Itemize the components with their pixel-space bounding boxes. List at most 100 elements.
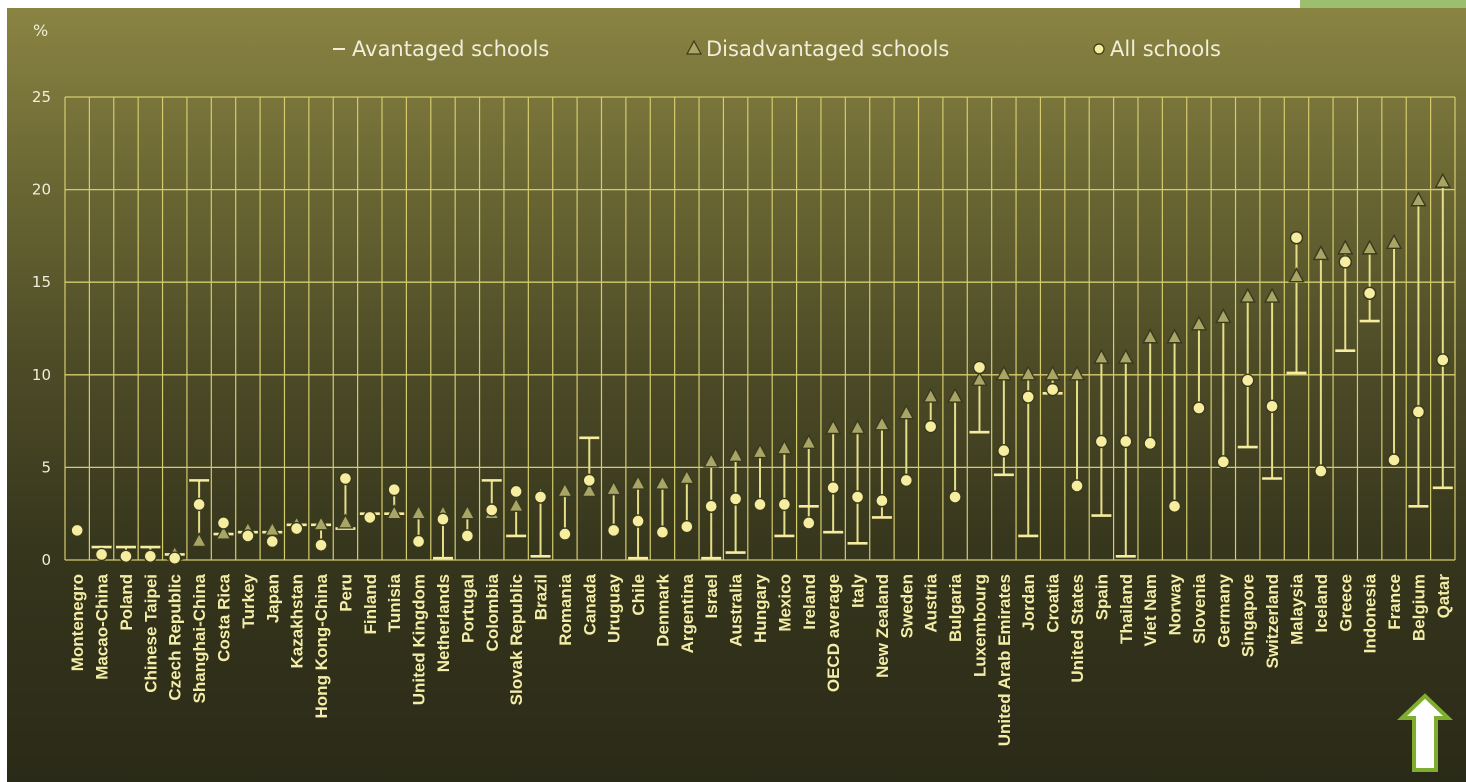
- all-schools-marker: [753, 497, 767, 512]
- disadvantaged-marker: [459, 504, 476, 520]
- category-label: Italy: [849, 573, 868, 608]
- category-label: Denmark: [653, 573, 672, 646]
- category-label: Costa Rica: [215, 573, 234, 661]
- all-schools-marker: [436, 512, 450, 526]
- category-label: Jordan: [1019, 574, 1038, 631]
- disadvantaged-marker: [776, 439, 793, 455]
- disadvantaged-marker: [971, 370, 988, 387]
- disadvantaged-marker: [190, 532, 208, 548]
- all-schools-marker: [1411, 405, 1426, 419]
- all-schools-marker: [997, 444, 1011, 458]
- all-schools-marker: [533, 490, 548, 504]
- disadvantaged-marker: [1385, 233, 1403, 250]
- legend-symbol-circle: [1093, 43, 1105, 55]
- all-schools-marker: [1362, 286, 1377, 301]
- all-schools-marker: [582, 473, 596, 488]
- category-label: Hong Kong-China: [312, 573, 331, 718]
- all-schools-marker: [1045, 382, 1060, 397]
- all-schools-marker: [387, 482, 401, 497]
- category-label: Viet Nam: [1141, 574, 1160, 646]
- disadvantaged-marker: [995, 365, 1013, 381]
- disadvantaged-marker: [1044, 365, 1061, 381]
- disadvantaged-marker: [1337, 239, 1354, 255]
- disadvantaged-marker: [410, 504, 427, 520]
- all-schools-marker: [1338, 255, 1352, 269]
- category-label: New Zealand: [873, 574, 892, 678]
- all-schools-marker: [411, 534, 426, 549]
- legend-item-disadvantaged: Disadvantaged schools: [706, 37, 949, 61]
- disadvantaged-marker: [386, 504, 403, 520]
- disadvantaged-marker: [264, 520, 281, 537]
- all-schools-marker: [1094, 434, 1109, 449]
- disadvantaged-marker: [824, 419, 842, 435]
- category-label: Bulgaria: [946, 573, 965, 642]
- category-label: Norway: [1166, 573, 1185, 635]
- disadvantaged-marker: [1117, 348, 1134, 364]
- category-label: Macao-China: [93, 573, 112, 679]
- disadvantaged-marker: [507, 496, 525, 512]
- category-label: Hungary: [751, 573, 770, 643]
- legend-item-avantaged: Avantaged schools: [352, 37, 549, 61]
- all-schools-marker: [606, 523, 621, 538]
- category-label: Finland: [361, 574, 380, 634]
- disadvantaged-marker: [556, 481, 574, 498]
- disadvantaged-marker: [1020, 365, 1037, 381]
- y-tick-label: 15: [32, 273, 51, 291]
- all-schools-marker: [1119, 434, 1133, 449]
- disadvantaged-marker: [1093, 348, 1110, 364]
- all-schools-marker: [558, 527, 572, 541]
- all-schools-marker: [168, 551, 182, 565]
- all-schools-marker: [1143, 436, 1157, 451]
- grid-layer: [64, 96, 1456, 561]
- all-schools-marker: [485, 503, 499, 517]
- all-schools-marker: [875, 494, 889, 508]
- all-schools-marker: [972, 360, 987, 375]
- disadvantaged-marker: [873, 415, 891, 431]
- all-schools-marker: [1289, 231, 1304, 245]
- category-label: Austria: [922, 573, 941, 632]
- slide-accent-bar: [1300, 0, 1466, 8]
- disadvantaged-marker: [1312, 244, 1330, 261]
- disadvantaged-marker: [629, 474, 647, 490]
- category-label: Romania: [556, 573, 575, 645]
- all-schools-marker: [460, 529, 475, 543]
- category-label: Luxembourg: [970, 574, 989, 677]
- category-label: Mexico: [775, 574, 794, 632]
- chart-area: % 0 5 10 15 20 25 Montenegro Macao-China Poland C…: [32, 21, 1456, 772]
- all-schools-marker: [265, 534, 279, 549]
- disadvantaged-marker: [727, 446, 744, 462]
- category-label: Brazil: [532, 574, 551, 620]
- category-label: Netherlands: [434, 574, 453, 672]
- disadvantaged-marker: [1215, 307, 1232, 324]
- all-schools-marker: [777, 497, 792, 512]
- category-label: Belgium: [1409, 574, 1428, 641]
- all-schools-marker: [289, 521, 304, 536]
- disadvantaged-marker: [1190, 315, 1208, 331]
- all-schools-marker: [1436, 353, 1450, 367]
- y-axis-unit-label: %: [33, 21, 48, 40]
- category-label: Sweden: [897, 574, 916, 638]
- category-label: Portugal: [458, 574, 477, 643]
- disadvantaged-marker: [215, 524, 232, 540]
- category-label: United States: [1068, 574, 1087, 683]
- disadvantaged-marker: [1434, 172, 1451, 188]
- category-label: Spain: [1092, 574, 1111, 620]
- all-schools-marker: [1387, 453, 1401, 467]
- all-schools-marker: [143, 549, 158, 563]
- disadvantaged-marker: [1142, 328, 1159, 344]
- all-schools-marker: [216, 516, 231, 530]
- category-label: OECD average: [824, 574, 843, 692]
- disadvantaged-marker: [751, 443, 769, 459]
- category-label: Slovak Republic: [507, 574, 526, 705]
- disadvantaged-marker: [849, 419, 866, 435]
- category-label: Israel: [702, 574, 721, 618]
- disadvantaged-marker: [922, 387, 939, 403]
- all-schools-marker: [631, 514, 645, 528]
- category-label: Indonesia: [1361, 573, 1380, 653]
- category-label: Kazakhstan: [288, 574, 307, 668]
- all-schools-marker: [1241, 373, 1255, 388]
- all-schools-marker: [1216, 455, 1231, 469]
- disadvantaged-marker: [1068, 365, 1086, 381]
- disadvantaged-marker: [1239, 287, 1256, 303]
- all-schools-marker: [1314, 464, 1328, 478]
